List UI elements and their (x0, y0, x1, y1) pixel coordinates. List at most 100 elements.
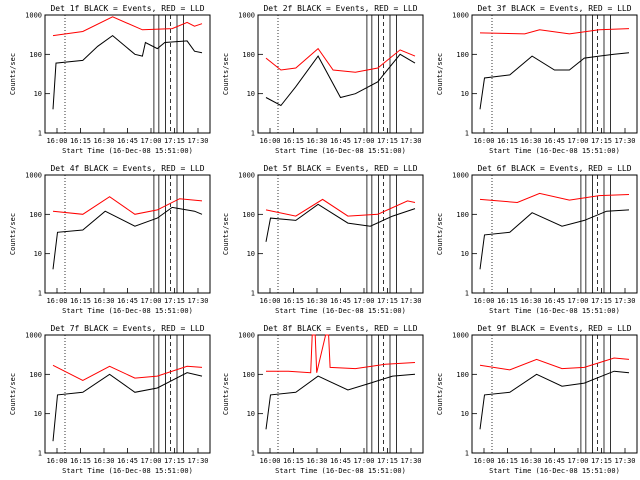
x-tick-label: 17:30 (614, 137, 635, 145)
panel-7: Det 7f BLACK = Events, RED = LLD 1 10 100 10… (9, 324, 211, 475)
plot-frame (44, 174, 211, 294)
y-tick-label: 10 (247, 90, 255, 98)
y-tick-label: 1000 (25, 172, 42, 180)
events-series-line (52, 34, 203, 110)
lld-series-line (479, 192, 630, 204)
x-tick-label: 16:15 (283, 457, 304, 465)
events-series-line (265, 203, 416, 242)
events-series-line (265, 53, 416, 107)
x-tick-label: 17:15 (591, 297, 612, 305)
x-tick-label: 17:15 (377, 457, 398, 465)
lld-series-line (479, 357, 630, 371)
lld-series-line (52, 16, 203, 37)
panel-title: Det 5f BLACK = Events, RED = LLD (263, 164, 417, 173)
x-tick-label: 16:15 (497, 297, 518, 305)
x-tick-label: 16:00 (46, 137, 67, 145)
panel-2: Det 2f BLACK = Events, RED = LLD 1 10 100 10… (222, 4, 424, 155)
x-tick-label: 16:30 (306, 457, 327, 465)
panel-title: Det 7f BLACK = Events, RED = LLD (50, 324, 204, 333)
lld-series-line (52, 196, 203, 215)
y-tick-label: 1 (465, 450, 469, 458)
x-tick-label: 16:30 (306, 297, 327, 305)
x-tick-label: 16:45 (544, 297, 565, 305)
panel-4: Det 4f BLACK = Events, RED = LLD 1 10 100 10… (9, 164, 211, 315)
x-tick-label: 17:30 (614, 297, 635, 305)
x-tick-label: 16:45 (117, 297, 138, 305)
lld-series-line (265, 198, 416, 217)
x-tick-label: 17:15 (377, 297, 398, 305)
y-axis-label: Counts/sec (436, 53, 444, 95)
x-tick-label: 16:30 (520, 457, 541, 465)
x-tick-label: 17:00 (567, 457, 588, 465)
x-axis-label: Start Time (16-Dec-08 15:51:00) (275, 467, 406, 475)
plot-frame (257, 14, 424, 134)
x-axis-label: Start Time (16-Dec-08 15:51:00) (489, 147, 620, 155)
y-tick-label: 1000 (452, 172, 469, 180)
x-tick-label: 17:15 (164, 457, 185, 465)
x-tick-label: 17:00 (353, 457, 374, 465)
x-tick-label: 17:15 (377, 137, 398, 145)
y-tick-label: 100 (456, 211, 469, 219)
x-tick-label: 16:15 (497, 457, 518, 465)
y-axis-label: Counts/sec (222, 53, 230, 95)
x-tick-label: 16:45 (117, 457, 138, 465)
y-axis-label: Counts/sec (9, 213, 17, 255)
panel-1: Det 1f BLACK = Events, RED = LLD 1 10 100 10… (9, 4, 211, 155)
lld-series-line (479, 28, 630, 35)
lld-series-line (266, 334, 416, 374)
x-axis-label: Start Time (16-Dec-08 15:51:00) (275, 307, 406, 315)
panel-title: Det 3f BLACK = Events, RED = LLD (477, 4, 631, 13)
x-tick-label: 16:15 (70, 297, 91, 305)
x-tick-label: 16:00 (46, 297, 67, 305)
y-axis-label: Counts/sec (9, 373, 17, 415)
x-tick-label: 17:00 (140, 137, 161, 145)
lld-series-line (52, 364, 203, 381)
x-axis-label: Start Time (16-Dec-08 15:51:00) (489, 307, 620, 315)
x-axis-label: Start Time (16-Dec-08 15:51:00) (62, 147, 193, 155)
y-tick-label: 1000 (238, 12, 255, 20)
y-tick-label: 1000 (25, 12, 42, 20)
y-tick-label: 10 (34, 410, 42, 418)
x-tick-label: 16:45 (330, 137, 351, 145)
events-series-line (479, 370, 630, 430)
y-tick-label: 1000 (452, 332, 469, 340)
x-axis-label: Start Time (16-Dec-08 15:51:00) (275, 147, 406, 155)
lld-series-line (265, 47, 416, 73)
x-tick-label: 16:45 (330, 297, 351, 305)
x-tick-label: 17:00 (353, 137, 374, 145)
x-tick-label: 16:30 (93, 457, 114, 465)
y-tick-label: 1 (465, 290, 469, 298)
y-tick-label: 100 (29, 211, 42, 219)
y-axis-label: Counts/sec (436, 213, 444, 255)
y-tick-label: 10 (34, 90, 42, 98)
y-axis-label: Counts/sec (436, 373, 444, 415)
x-tick-label: 17:00 (140, 457, 161, 465)
x-tick-label: 17:15 (591, 457, 612, 465)
y-tick-label: 1 (38, 290, 42, 298)
x-tick-label: 16:00 (259, 457, 280, 465)
y-axis-label: Counts/sec (222, 213, 230, 255)
x-tick-label: 17:30 (400, 137, 421, 145)
x-tick-label: 17:30 (614, 457, 635, 465)
y-tick-label: 100 (456, 371, 469, 379)
y-tick-label: 100 (242, 51, 255, 59)
x-tick-label: 16:30 (520, 137, 541, 145)
x-tick-label: 16:00 (46, 457, 67, 465)
y-tick-label: 1000 (452, 12, 469, 20)
x-tick-label: 17:30 (187, 457, 208, 465)
panel-title: Det 4f BLACK = Events, RED = LLD (50, 164, 204, 173)
events-series-line (52, 372, 203, 442)
x-tick-label: 16:45 (544, 457, 565, 465)
x-tick-label: 16:30 (306, 137, 327, 145)
y-tick-label: 1 (38, 130, 42, 138)
y-tick-label: 10 (247, 250, 255, 258)
x-tick-label: 16:45 (330, 457, 351, 465)
y-axis-label: Counts/sec (222, 373, 230, 415)
y-tick-label: 100 (242, 371, 255, 379)
x-tick-label: 16:30 (93, 297, 114, 305)
x-tick-label: 17:15 (591, 137, 612, 145)
x-tick-label: 16:30 (520, 297, 541, 305)
y-tick-label: 100 (29, 51, 42, 59)
y-axis-label: Counts/sec (9, 53, 17, 95)
x-tick-label: 16:00 (259, 137, 280, 145)
